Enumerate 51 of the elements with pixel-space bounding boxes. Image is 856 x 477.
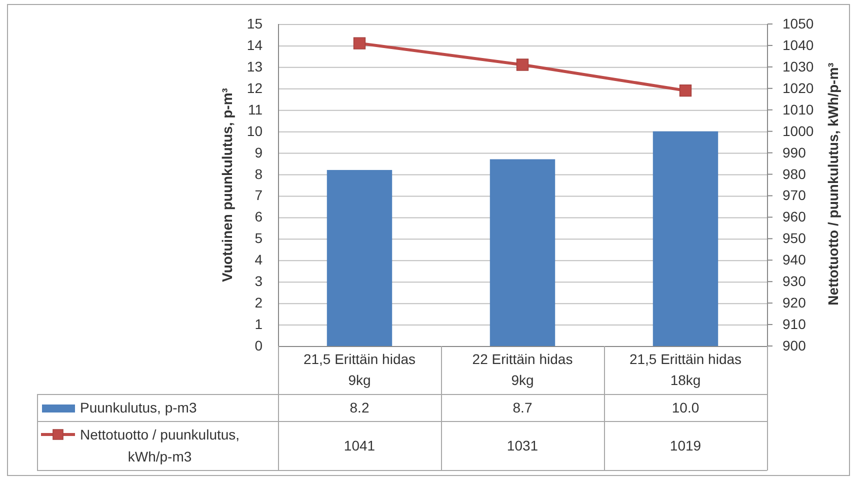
y2-tick-label: 920 — [782, 294, 806, 311]
data-label: 8.2 — [350, 400, 370, 416]
data-label: 8.7 — [512, 400, 532, 416]
x-tick-label: 21,5 Erittäin hidas 9kg — [303, 351, 416, 388]
y-tick-label: 0 — [254, 337, 263, 354]
y2-tick-label: 1000 — [782, 122, 814, 139]
y-tick-label: 6 — [254, 208, 263, 225]
y-tick-label: 15 — [246, 15, 263, 32]
y-tick-label: 3 — [254, 273, 263, 290]
y-axis-title: Vuotuinen puunkulutus, p-m³ — [219, 88, 235, 282]
y-tick-label: 10 — [246, 122, 263, 139]
point — [516, 58, 529, 71]
y2-tick-label: 980 — [782, 166, 806, 182]
y-tick-label: 1 — [254, 316, 263, 332]
y-tick-label: 11 — [248, 101, 263, 118]
y2-tick-label: 1050 — [782, 15, 814, 32]
y2-tick-label: 960 — [782, 208, 806, 225]
y-tick-label: 12 — [246, 80, 263, 96]
y-tick-label: 4 — [254, 252, 263, 268]
y2-tick-label: 900 — [782, 337, 806, 354]
point — [679, 84, 692, 97]
y2-tick-label: 1030 — [782, 58, 814, 74]
y2-tick-label: 910 — [782, 316, 806, 332]
bar — [326, 170, 392, 346]
y-tick-label: 9 — [254, 144, 263, 160]
y-tick-label: 5 — [254, 230, 263, 246]
legend-label: Nettotuotto / puunkulutus, kWh/p-m3 — [80, 426, 240, 464]
y2-tick-label: 940 — [782, 252, 806, 268]
y-tick-label: 7 — [254, 187, 263, 204]
data-label: 1019 — [670, 438, 702, 454]
y-tick-label: 14 — [246, 36, 263, 53]
data-label: 10.0 — [672, 400, 700, 416]
data-label: 1031 — [506, 438, 538, 454]
y2-tick-label: 1010 — [782, 101, 814, 118]
legend-label: Puunkulutus, p-m3 — [80, 400, 197, 416]
y-tick-label: 2 — [254, 294, 263, 311]
y2-tick-label: 1020 — [782, 80, 814, 96]
y2-tick-label: 990 — [782, 144, 806, 160]
y2-axis-title: Nettotuotto / puunkulutus, kWh/p-m³ — [825, 62, 841, 306]
y-tick-label: 13 — [246, 58, 263, 74]
y2-tick-label: 1040 — [782, 36, 814, 53]
point — [353, 37, 366, 50]
x-tick-label: 21,5 Erittäin hidas 18kg — [629, 351, 742, 388]
bar — [652, 131, 718, 346]
y-tick-label: 8 — [254, 166, 263, 182]
y2-tick-label: 930 — [782, 273, 806, 290]
bar — [490, 159, 556, 346]
x-tick-label: 22 Erittäin hidas 9kg — [472, 351, 573, 388]
y2-tick-label: 950 — [782, 230, 806, 246]
y2-tick-label: 970 — [782, 187, 806, 204]
data-label: 1041 — [344, 438, 376, 454]
